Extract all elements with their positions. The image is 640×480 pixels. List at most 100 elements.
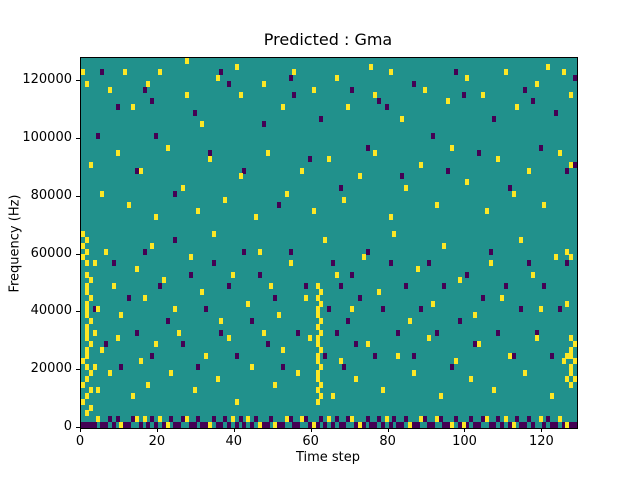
heatmap-cell — [81, 231, 85, 238]
heatmap-cell — [288, 248, 293, 255]
heatmap-cell — [542, 283, 547, 290]
heatmap-cell — [507, 352, 512, 359]
y-tick-label: 80000 — [30, 187, 72, 203]
x-tick-mark — [233, 428, 235, 432]
heatmap-cell — [207, 156, 212, 163]
heatmap-cell — [250, 422, 255, 428]
heatmap-cell — [154, 422, 159, 428]
heatmap-cell — [292, 92, 297, 99]
x-tick-label: 120 — [528, 434, 554, 449]
heatmap-cell — [84, 80, 89, 87]
heatmap-plot — [80, 57, 578, 429]
heatmap-cell — [192, 109, 197, 116]
heatmap-cell — [211, 231, 216, 238]
heatmap-cell — [323, 237, 328, 243]
heatmap-cell — [315, 312, 320, 319]
heatmap-cell — [88, 294, 93, 301]
heatmap-cell — [307, 156, 312, 163]
heatmap-cell — [207, 150, 212, 157]
heatmap-cell — [569, 422, 574, 428]
heatmap-cell — [380, 422, 385, 428]
heatmap-cell — [319, 364, 324, 371]
heatmap-cell — [292, 422, 297, 428]
heatmap-cell — [188, 422, 193, 428]
heatmap-cell — [327, 306, 332, 313]
heatmap-cell — [184, 58, 189, 64]
heatmap-cell — [396, 352, 401, 359]
heatmap-cell — [257, 248, 262, 255]
heatmap-cell — [507, 184, 512, 191]
heatmap-cell — [84, 260, 89, 267]
heatmap-cell — [330, 393, 335, 400]
heatmap-cell — [450, 144, 455, 151]
y-tick-mark — [76, 137, 80, 139]
heatmap-cell — [230, 416, 235, 423]
heatmap-cell — [453, 69, 458, 76]
heatmap-cell — [165, 422, 170, 428]
heatmap-cell — [334, 329, 339, 336]
heatmap-cell — [115, 416, 120, 423]
heatmap-cell — [284, 416, 289, 423]
heatmap-cell — [100, 190, 105, 197]
heatmap-cell — [288, 75, 293, 82]
heatmap-cell — [434, 202, 439, 209]
heatmap-cell — [88, 387, 93, 394]
heatmap-cell — [415, 265, 420, 272]
heatmap-cell — [365, 416, 370, 423]
heatmap-cell — [84, 312, 89, 319]
heatmap-cell — [484, 416, 489, 423]
heatmap-cell — [154, 341, 159, 348]
heatmap-cell — [569, 369, 574, 376]
heatmap-cell — [342, 196, 347, 203]
heatmap-cell — [84, 306, 89, 313]
heatmap-cell — [246, 416, 251, 423]
heatmap-cell — [81, 358, 85, 365]
heatmap-cell — [81, 242, 85, 249]
heatmap-cell — [104, 341, 109, 348]
heatmap-cell — [527, 260, 531, 267]
heatmap-cell — [111, 283, 116, 290]
heatmap-cell — [480, 416, 485, 423]
heatmap-cell — [388, 213, 393, 220]
heatmap-cell — [261, 329, 266, 336]
heatmap-cell — [273, 294, 278, 301]
heatmap-cell — [81, 398, 85, 405]
heatmap-cell — [169, 369, 174, 376]
heatmap-cell — [207, 422, 212, 428]
heatmap-cell — [315, 341, 320, 348]
heatmap-cell — [519, 306, 524, 313]
heatmap-cell — [257, 422, 262, 428]
heatmap-cell — [154, 213, 159, 220]
heatmap-cell — [188, 271, 193, 278]
heatmap-cell — [119, 364, 124, 371]
heatmap-cell — [96, 387, 101, 394]
heatmap-cell — [353, 375, 358, 382]
heatmap-cell — [84, 335, 89, 342]
heatmap-cell — [527, 416, 531, 423]
heatmap-cell — [377, 289, 382, 296]
heatmap-cell — [81, 422, 85, 428]
heatmap-cell — [519, 422, 524, 428]
heatmap-cell — [315, 294, 320, 301]
heatmap-cell — [315, 283, 320, 290]
heatmap-cell — [130, 393, 135, 400]
heatmap-cell — [319, 346, 324, 353]
heatmap-cell — [446, 422, 451, 428]
heatmap-cell — [496, 329, 501, 336]
heatmap-cell — [184, 416, 189, 423]
heatmap-cell — [315, 306, 320, 313]
x-tick-label: 40 — [225, 434, 243, 449]
heatmap-cell — [315, 369, 320, 376]
y-tick-label: 0 — [63, 419, 72, 434]
heatmap-cell — [280, 364, 285, 371]
heatmap-cell — [550, 393, 555, 400]
heatmap-cell — [234, 422, 239, 428]
heatmap-cell — [130, 416, 135, 423]
heatmap-cell — [280, 104, 285, 111]
heatmap-cell — [503, 69, 508, 76]
heatmap-cell — [457, 317, 462, 324]
heatmap-cell — [411, 80, 416, 87]
heatmap-cell — [84, 352, 89, 359]
heatmap-cell — [227, 80, 232, 87]
heatmap-cell — [319, 317, 324, 324]
